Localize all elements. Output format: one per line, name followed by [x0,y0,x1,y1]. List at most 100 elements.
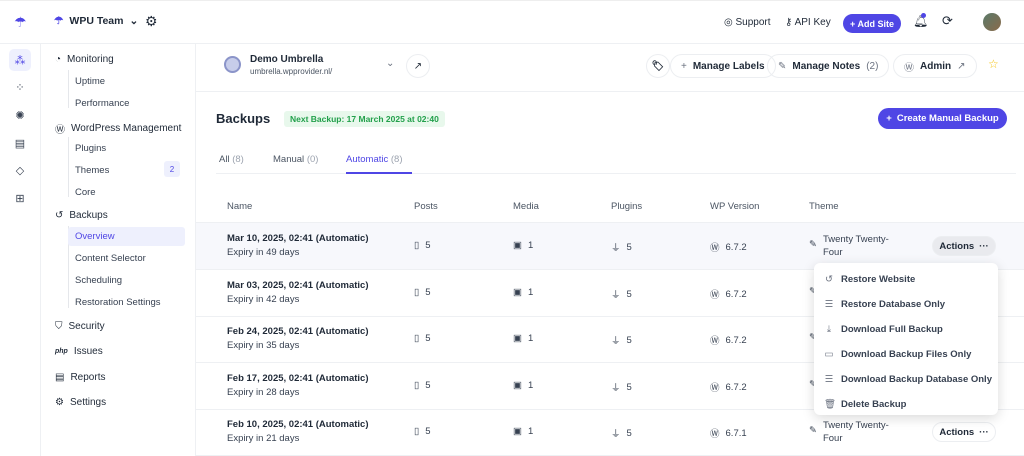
manage-notes-button[interactable]: ✎ Manage Notes (2) [767,54,890,78]
site-url[interactable]: umbrella.wpprovider.nl/ [250,67,333,76]
tab-automatic[interactable]: Automatic (8) [346,154,412,174]
support-link[interactable]: ◎ Support [724,17,771,28]
media-value: 1 [527,333,534,344]
notification-dot [921,13,926,18]
menu-restore-website[interactable]: ↺ Restore Website [814,267,998,292]
tab-manual[interactable]: Manual (0) [273,154,318,165]
nav-backups[interactable]: ↺ Backups [55,210,108,221]
team-switcher[interactable]: ☂ WPU Team ⌄ [54,15,138,27]
image-icon: ▣ [513,426,522,437]
table-row[interactable]: Mar 03, 2025, 02:41 (Automatic) Expiry i… [196,270,1024,317]
nav-active-bg [68,227,185,246]
nav-wordpress-management[interactable]: Ⓦ WordPress Management [55,121,181,136]
admin-button[interactable]: Ⓦ Admin ↗ [893,54,977,78]
nav-restoration-settings[interactable]: Restoration Settings [75,297,161,308]
wp-version-cell: Ⓦ 6.7.2 [710,333,747,348]
add-site-button[interactable]: + Add Site [843,14,901,33]
star-icon[interactable]: ☆ [988,57,999,71]
nav-issues[interactable]: php Issues [55,346,103,357]
plug-icon: ⏚ [611,290,621,301]
plus-icon: + [886,113,892,124]
ellipsis-icon: ··· [979,426,989,438]
nav-uptime[interactable]: Uptime [75,76,106,87]
nav-reports[interactable]: ▤ Reports [55,372,105,383]
add-box-icon[interactable]: ⊞ [15,192,25,205]
nav-core[interactable]: Core [75,187,96,198]
chevron-down-icon: ⌄ [129,15,139,27]
menu-label: Delete Backup [841,399,907,410]
sites-icon[interactable]: ⁂ [9,49,31,71]
manage-labels-button[interactable]: + Manage Labels [670,54,776,78]
menu-download-files[interactable]: ▭ Download Backup Files Only [814,342,998,367]
themes-badge: 2 [164,161,180,177]
menu-restore-database[interactable]: ☰ Restore Database Only [814,292,998,317]
image-icon: ▣ [513,380,522,391]
theme-cell: ✎ Twenty Twenty-Four [809,419,899,445]
site-chevron-icon[interactable]: ⌄ [386,58,395,69]
avatar[interactable] [983,13,1001,31]
file-icon: ▯ [414,426,420,437]
database-icon: ☰ [824,374,834,385]
theme-cell: ✎ [809,373,899,390]
theme-cell: ✎ [809,326,899,343]
actions-button[interactable]: Actions ··· [932,236,996,256]
actions-label: Actions [939,240,975,252]
wordpress-icon: Ⓦ [710,429,720,440]
menu-delete-backup[interactable]: 🗑︎ Delete Backup [814,392,998,417]
wordpress-icon: Ⓦ [710,290,720,301]
nav-content-selector[interactable]: Content Selector [75,253,146,264]
file-icon: ▯ [414,240,420,251]
table-row[interactable]: Feb 17, 2025, 02:41 (Automatic) Expiry i… [196,363,1024,410]
nav-security[interactable]: ⛉ Security [55,321,105,332]
tab-all[interactable]: All (8) [219,154,244,165]
plugins-value: 5 [626,288,632,300]
clipboard-icon[interactable]: ▤ [14,137,26,150]
image-icon: ▣ [513,333,522,344]
nav-label: Security [68,321,105,332]
menu-download-database[interactable]: ☰ Download Backup Database Only [814,367,998,392]
folder-icon: ▭ [824,349,834,360]
tab-count: (8) [232,154,244,165]
nav-themes[interactable]: Themes [75,165,110,176]
tag-icon[interactable]: ◇ [15,164,25,177]
image-icon: ▣ [513,287,522,298]
posts-value: 5 [425,380,431,391]
col-media: Media [513,201,539,212]
nav-label: Issues [73,346,103,357]
nav-scheduling[interactable]: Scheduling [75,275,123,286]
alert-icon[interactable]: ✺ [15,109,25,122]
history-icon: ↺ [825,274,833,285]
file-icon: ▯ [414,333,420,344]
table-row[interactable]: Mar 10, 2025, 02:41 (Automatic) Expiry i… [196,223,1024,270]
media-cell: ▣ 1 [513,287,533,298]
posts-cell: ▯ 5 [414,426,431,437]
external-link-icon[interactable]: ↗ [406,54,430,78]
gear-icon[interactable]: ⚙ [145,13,158,29]
notes-count: (2) [866,60,879,72]
manage-notes-label: Manage Notes [792,60,861,72]
nav-settings[interactable]: ⚙ Settings [55,397,106,408]
posts-value: 5 [425,333,431,344]
posts-value: 5 [425,240,431,251]
nav-overview[interactable]: Overview [75,231,115,242]
col-posts: Posts [414,201,438,212]
nav-performance[interactable]: Performance [75,98,130,109]
nav-monitoring[interactable]: ◔ Monitoring [55,54,114,65]
brush-icon: ✎ [809,379,817,390]
refresh-icon[interactable]: ⟳ [942,13,953,28]
labels-tag-icon[interactable]: 🏷︎ [646,54,670,78]
logo-icon: ☂ [14,14,27,30]
menu-download-full[interactable]: ⤓ Download Full Backup [814,317,998,342]
plus-icon: + [681,60,687,72]
modules-icon[interactable]: ⁘ [15,81,25,94]
col-plugins: Plugins [611,201,643,212]
nav-label: Monitoring [67,54,114,65]
admin-label: Admin [920,60,952,72]
create-manual-backup-button[interactable]: + Create Manual Backup [878,108,1007,129]
external-link-icon: ↗ [957,60,966,72]
actions-label: Actions [939,426,975,438]
api-key-link[interactable]: ⚷ API Key [785,17,831,28]
nav-plugins[interactable]: Plugins [75,143,107,154]
table-row[interactable]: Feb 24, 2025, 02:41 (Automatic) Expiry i… [196,316,1024,363]
actions-button[interactable]: Actions ··· [932,422,996,442]
